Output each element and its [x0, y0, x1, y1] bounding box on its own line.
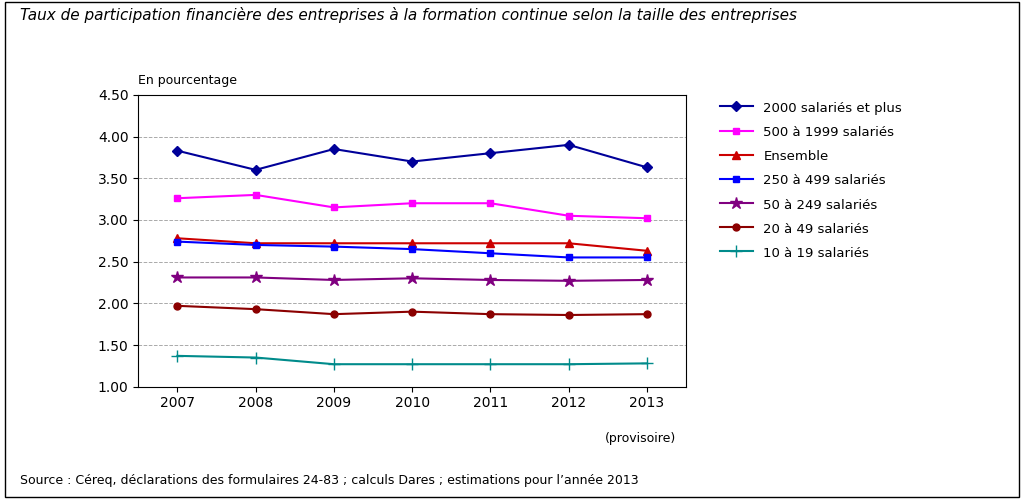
- 20 à 49 salariés: [562, 312, 574, 318]
- 500 à 1999 salariés: [641, 215, 653, 221]
- Line: 500 à 1999 salariés: 500 à 1999 salariés: [174, 192, 650, 222]
- 2000 salariés et plus: [562, 142, 574, 148]
- 250 à 499 salariés: [641, 254, 653, 260]
- Text: (provisoire): (provisoire): [604, 432, 676, 445]
- 10 à 19 salariés: [407, 361, 419, 367]
- Text: Source : Céreq, déclarations des formulaires 24-83 ; calculs Dares ; estimations: Source : Céreq, déclarations des formula…: [20, 474, 639, 487]
- 500 à 1999 salariés: [562, 213, 574, 219]
- 50 à 249 salariés: [407, 275, 419, 281]
- 50 à 249 salariés: [250, 274, 262, 280]
- 20 à 49 salariés: [641, 311, 653, 317]
- 250 à 499 salariés: [328, 244, 340, 250]
- 50 à 249 salariés: [562, 278, 574, 284]
- 20 à 49 salariés: [484, 311, 497, 317]
- Line: 10 à 19 salariés: 10 à 19 salariés: [172, 350, 652, 370]
- Ensemble: [328, 241, 340, 247]
- Line: Ensemble: Ensemble: [173, 234, 651, 255]
- Ensemble: [641, 248, 653, 254]
- Text: En pourcentage: En pourcentage: [138, 74, 238, 87]
- 2000 salariés et plus: [407, 159, 419, 165]
- 500 à 1999 salariés: [328, 205, 340, 211]
- Ensemble: [407, 241, 419, 247]
- 10 à 19 salariés: [562, 361, 574, 367]
- 10 à 19 salariés: [171, 353, 183, 359]
- 500 à 1999 salariés: [407, 200, 419, 206]
- 250 à 499 salariés: [171, 239, 183, 245]
- Line: 20 à 49 salariés: 20 à 49 salariés: [174, 302, 650, 318]
- 250 à 499 salariés: [562, 254, 574, 260]
- 250 à 499 salariés: [250, 242, 262, 248]
- 2000 salariés et plus: [171, 148, 183, 154]
- 500 à 1999 salariés: [250, 192, 262, 198]
- 2000 salariés et plus: [641, 164, 653, 170]
- 2000 salariés et plus: [250, 167, 262, 173]
- 500 à 1999 salariés: [171, 195, 183, 201]
- 10 à 19 salariés: [250, 354, 262, 360]
- Ensemble: [484, 241, 497, 247]
- 500 à 1999 salariés: [484, 200, 497, 206]
- 10 à 19 salariés: [641, 360, 653, 366]
- 2000 salariés et plus: [328, 146, 340, 152]
- 20 à 49 salariés: [171, 303, 183, 309]
- 2000 salariés et plus: [484, 150, 497, 156]
- 20 à 49 salariés: [250, 306, 262, 312]
- Legend: 2000 salariés et plus, 500 à 1999 salariés, Ensemble, 250 à 499 salariés, 50 à 2: 2000 salariés et plus, 500 à 1999 salari…: [715, 96, 907, 265]
- Line: 250 à 499 salariés: 250 à 499 salariés: [174, 238, 650, 261]
- 20 à 49 salariés: [328, 311, 340, 317]
- 250 à 499 salariés: [484, 250, 497, 256]
- Ensemble: [562, 241, 574, 247]
- Line: 2000 salariés et plus: 2000 salariés et plus: [174, 141, 650, 173]
- Ensemble: [250, 241, 262, 247]
- 50 à 249 salariés: [484, 277, 497, 283]
- 50 à 249 salariés: [641, 277, 653, 283]
- 20 à 49 salariés: [407, 309, 419, 315]
- 50 à 249 salariés: [171, 274, 183, 280]
- Line: 50 à 249 salariés: 50 à 249 salariés: [171, 271, 653, 287]
- 10 à 19 salariés: [328, 361, 340, 367]
- 10 à 19 salariés: [484, 361, 497, 367]
- 50 à 249 salariés: [328, 277, 340, 283]
- Text: Taux de participation financière des entreprises à la formation continue selon l: Taux de participation financière des ent…: [20, 7, 798, 23]
- 250 à 499 salariés: [407, 246, 419, 252]
- Ensemble: [171, 235, 183, 241]
